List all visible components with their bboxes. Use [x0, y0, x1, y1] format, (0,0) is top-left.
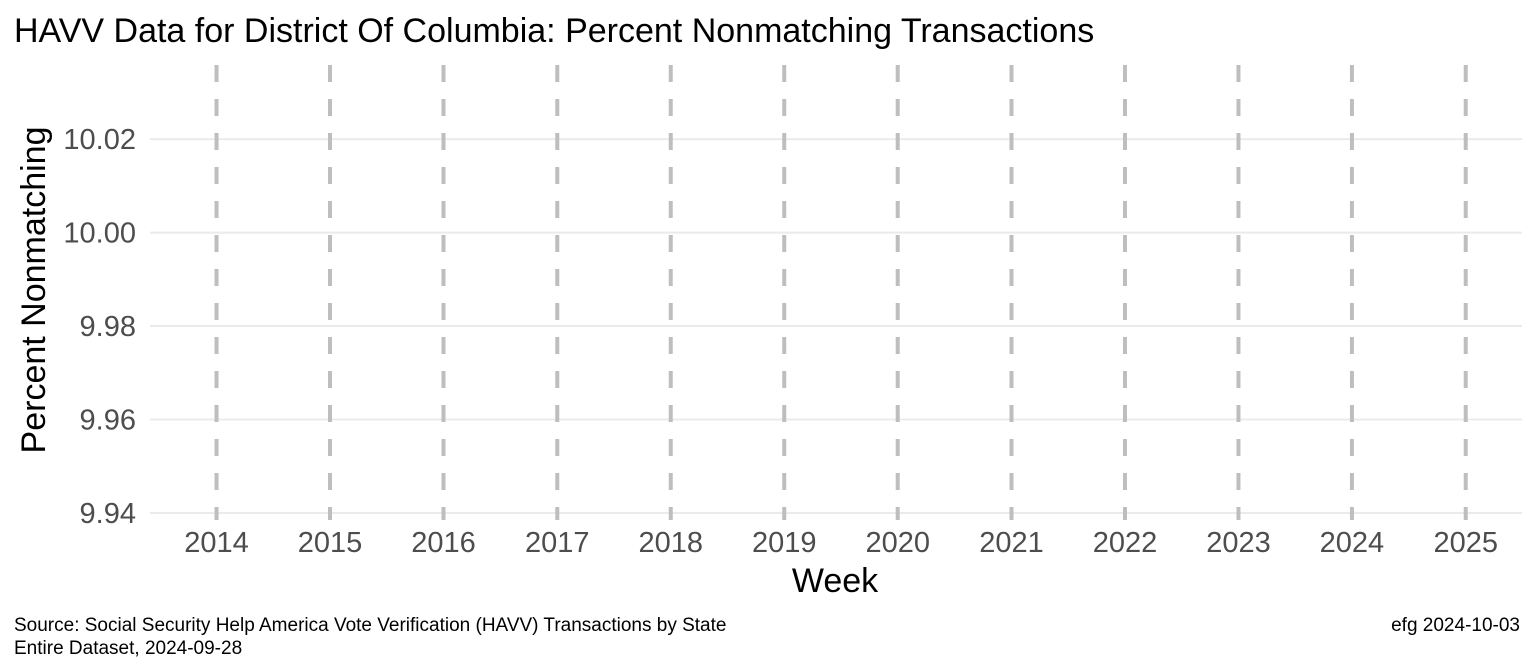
- x-tick-label: 2021: [979, 527, 1044, 559]
- x-tick-label: 2018: [638, 527, 703, 559]
- x-tick-label: 2014: [184, 527, 249, 559]
- y-tick-label: 9.96: [80, 405, 136, 437]
- x-tick-label: 2015: [298, 527, 363, 559]
- x-axis-label: Week: [792, 562, 879, 600]
- caption-credit: efg 2024-10-03: [1391, 615, 1520, 636]
- y-tick-label: 10.02: [63, 124, 136, 156]
- caption-source: Source: Social Security Help America Vot…: [14, 615, 726, 636]
- y-gridlines: [150, 138, 1522, 514]
- y-tick-label: 9.94: [80, 498, 136, 530]
- x-tick-label: 2022: [1093, 527, 1158, 559]
- y-tick-label: 10.00: [63, 218, 136, 250]
- x-tick-label: 2024: [1320, 527, 1385, 559]
- x-tick-label: 2019: [752, 527, 817, 559]
- y-axis-ticks: 9.94 9.96 9.98 10.00 10.02: [63, 124, 136, 530]
- x-tick-label: 2025: [1433, 527, 1498, 559]
- x-tick-label: 2020: [865, 527, 930, 559]
- x-axis-ticks: 2014 2015 2016 2017 2018 2019 2020 2021 2022 2023…: [184, 527, 1498, 559]
- year-boundary-lines: [214, 65, 1468, 520]
- x-tick-label: 2023: [1206, 527, 1271, 559]
- y-axis-label: Percent Nonmatching: [15, 127, 53, 454]
- chart-title: HAVV Data for District Of Columbia: Perc…: [14, 12, 1094, 50]
- x-tick-label: 2016: [411, 527, 476, 559]
- caption-dataset: Entire Dataset, 2024-09-28: [14, 638, 242, 659]
- y-tick-label: 9.98: [80, 311, 136, 343]
- x-tick-label: 2017: [525, 527, 590, 559]
